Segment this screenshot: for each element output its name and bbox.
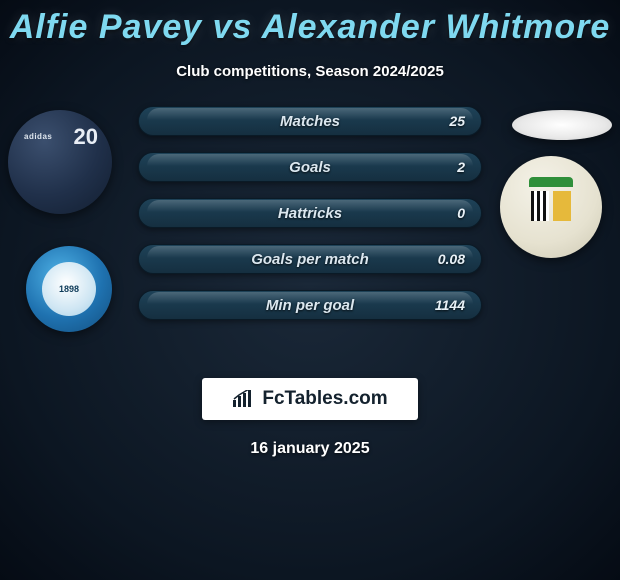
player2-name: Alexander Whitmore — [262, 8, 611, 46]
stat-value-p2: 2 — [457, 159, 465, 175]
page-title: Alfie Pavey vs Alexander Whitmore — [0, 0, 620, 47]
stat-row-goals-per-match: Goals per match 0.08 — [138, 244, 482, 274]
stat-value-p2: 0 — [457, 205, 465, 221]
stat-label: Min per goal — [266, 297, 354, 314]
stat-row-goals: Goals 2 — [138, 152, 482, 182]
player1-name: Alfie Pavey — [10, 8, 202, 46]
stat-value-p2: 0.08 — [438, 251, 465, 267]
player1-club-badge: 1898 — [26, 246, 112, 332]
stat-label: Matches — [280, 113, 340, 130]
vs-text: vs — [213, 8, 253, 46]
stat-row-matches: Matches 25 — [138, 106, 482, 136]
stat-label: Goals per match — [251, 251, 369, 268]
comparison-panel: adidas 20 1898 Matches 25 Goals 2 Hattri… — [0, 106, 620, 366]
stat-label: Goals — [289, 159, 331, 176]
player2-avatar — [512, 110, 612, 140]
date-label: 16 january 2025 — [0, 440, 620, 458]
stat-value-p2: 1144 — [435, 297, 465, 313]
club1-inner-circle: 1898 — [42, 262, 96, 316]
stat-row-min-per-goal: Min per goal 1144 — [138, 290, 482, 320]
subtitle: Club competitions, Season 2024/2025 — [0, 63, 620, 80]
stat-value-p2: 25 — [449, 113, 465, 129]
player1-brand: adidas — [24, 132, 52, 141]
player1-avatar: adidas 20 — [8, 110, 112, 214]
stat-row-hattricks: Hattricks 0 — [138, 198, 482, 228]
branding-badge: FcTables.com — [202, 378, 418, 420]
club2-shield — [521, 173, 581, 241]
club1-year: 1898 — [59, 284, 79, 294]
stats-list: Matches 25 Goals 2 Hattricks 0 Goals per… — [138, 106, 482, 336]
chart-icon — [232, 390, 254, 408]
stat-label: Hattricks — [278, 205, 342, 222]
player1-jersey-number: 20 — [74, 124, 98, 150]
branding-text: FcTables.com — [262, 388, 387, 410]
player2-club-badge — [500, 156, 602, 258]
